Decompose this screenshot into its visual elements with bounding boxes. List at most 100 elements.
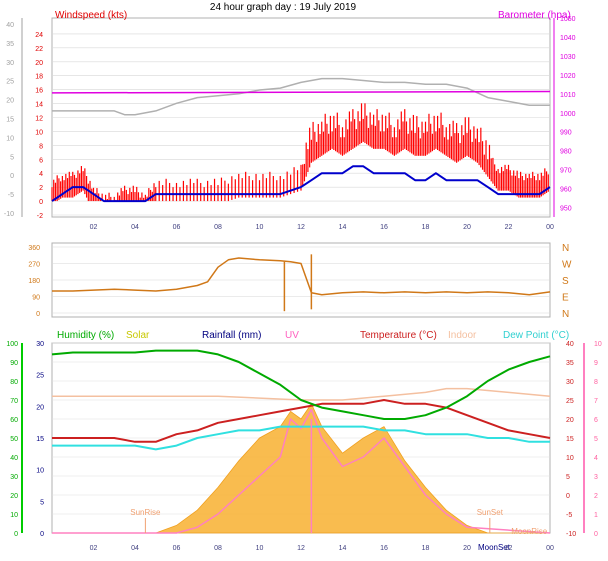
temp-tick-label: -5 (566, 512, 572, 519)
uv-tick-label: 8 (594, 379, 598, 386)
x-tick-label: 16 (380, 224, 388, 231)
x-tick-label: 06 (173, 224, 181, 231)
y-tick-label-outer: 35 (6, 41, 14, 48)
temp-tick-label: 40 (566, 341, 574, 348)
wind-axis-title: Windspeed (kts) (55, 10, 127, 21)
x-tick-label: 14 (339, 545, 347, 552)
y-tick-label-baro: 1030 (560, 54, 576, 61)
uv-tick-label: 2 (594, 493, 598, 500)
x-tick-label: 20 (463, 545, 471, 552)
y-tick-label-wind: 10 (35, 129, 43, 136)
y-tick-label-baro: 960 (560, 187, 572, 194)
rain-tick-label: 20 (36, 404, 44, 411)
temp-tick-label: -10 (566, 531, 576, 538)
chart-title: 24 hour graph day : 19 July 2019 (210, 2, 357, 13)
x-tick-label: 12 (297, 224, 305, 231)
y-tick-label-wind: 14 (35, 102, 43, 109)
annotation-moonrise: MoonRise (511, 527, 548, 536)
y-tick-label-outer: 25 (6, 79, 14, 86)
annotation-sunset: SunSet (477, 508, 504, 517)
x-tick-label: 16 (380, 545, 388, 552)
y-tick-label-outer: 10 (6, 135, 14, 142)
rain-tick-label: 5 (40, 499, 44, 506)
x-tick-label: 04 (131, 545, 139, 552)
compass-label: S (562, 276, 569, 287)
y-tick-label-baro: 1050 (560, 16, 576, 23)
series-wind-direction (52, 257, 551, 296)
uv-tick-label: 9 (594, 360, 598, 367)
rain-tick-label: 15 (36, 436, 44, 443)
series-temperature (52, 399, 551, 443)
rain-tick-label: 25 (36, 373, 44, 380)
x-tick-label: 12 (297, 545, 305, 552)
y-tick-label-wind: -2 (37, 213, 43, 220)
rain-tick-label: 0 (40, 531, 44, 538)
dir-tick-label: 360 (28, 245, 40, 252)
x-tick-label: 06 (173, 545, 181, 552)
uv-tick-label: 10 (594, 341, 602, 348)
series-indoor (52, 387, 551, 401)
temp-tick-label: 15 (566, 436, 574, 443)
dir-tick-label: 270 (28, 262, 40, 269)
x-tick-label: 22 (505, 545, 513, 552)
compass-label: W (562, 260, 572, 271)
temp-tick-label: 20 (566, 417, 574, 424)
humidity-tick-label: 20 (10, 493, 18, 500)
legend-label: Humidity (%) (57, 330, 114, 341)
uv-tick-label: 5 (594, 436, 598, 443)
temp-tick-label: 10 (566, 455, 574, 462)
y-tick-label-wind: 12 (35, 116, 43, 123)
temp-tick-label: 5 (566, 474, 570, 481)
y-tick-label-baro: 1000 (560, 111, 576, 118)
x-tick-label: 00 (546, 224, 554, 231)
series-humidity (51, 349, 551, 420)
uv-tick-label: 4 (594, 455, 598, 462)
humidity-tick-label: 0 (14, 531, 18, 538)
series-solar (52, 402, 550, 534)
legend-label: UV (285, 330, 299, 341)
y-tick-label-outer: 5 (10, 154, 14, 161)
x-tick-label: 18 (422, 224, 430, 231)
temp-tick-label: 35 (566, 360, 574, 367)
y-tick-label-wind: 4 (39, 171, 43, 178)
x-tick-label: 04 (131, 224, 139, 231)
series-average-wind (51, 165, 551, 203)
dir-tick-label: 180 (28, 278, 40, 285)
y-tick-label-baro: 1020 (560, 73, 576, 80)
y-tick-label-wind: 22 (35, 46, 43, 53)
y-tick-label-baro: 970 (560, 168, 572, 175)
humidity-tick-label: 100 (6, 341, 18, 348)
x-tick-label: 00 (546, 545, 554, 552)
compass-label: E (562, 293, 569, 304)
y-tick-label-baro: 990 (560, 130, 572, 137)
humidity-tick-label: 30 (10, 474, 18, 481)
x-tick-label: 10 (256, 545, 264, 552)
series-uv (52, 408, 551, 534)
temp-tick-label: 25 (566, 398, 574, 405)
uv-tick-label: 3 (594, 474, 598, 481)
x-tick-label: 20 (463, 224, 471, 231)
uv-tick-label: 6 (594, 417, 598, 424)
series-barometer-alt (52, 77, 550, 116)
humidity-tick-label: 60 (10, 417, 18, 424)
dir-tick-label: 90 (32, 295, 40, 302)
temp-tick-label: 0 (566, 493, 570, 500)
x-tick-label: 08 (214, 545, 222, 552)
series-barometer (51, 90, 551, 94)
x-tick-label: 08 (214, 224, 222, 231)
humidity-tick-label: 40 (10, 455, 18, 462)
y-tick-label-outer: -10 (4, 211, 14, 218)
y-tick-label-outer: 15 (6, 117, 14, 124)
y-tick-label-outer: -5 (8, 192, 14, 199)
x-tick-label: 14 (339, 224, 347, 231)
legend-label: Solar (126, 330, 150, 341)
y-tick-label-outer: 20 (6, 98, 14, 105)
compass-label: N (562, 243, 569, 254)
y-tick-label-wind: 24 (35, 32, 43, 39)
y-tick-label-baro: 1040 (560, 35, 576, 42)
legend-label: Temperature (°C) (360, 330, 437, 341)
humidity-tick-label: 80 (10, 379, 18, 386)
rain-tick-label: 10 (36, 468, 44, 475)
y-tick-label-wind: 2 (39, 185, 43, 192)
